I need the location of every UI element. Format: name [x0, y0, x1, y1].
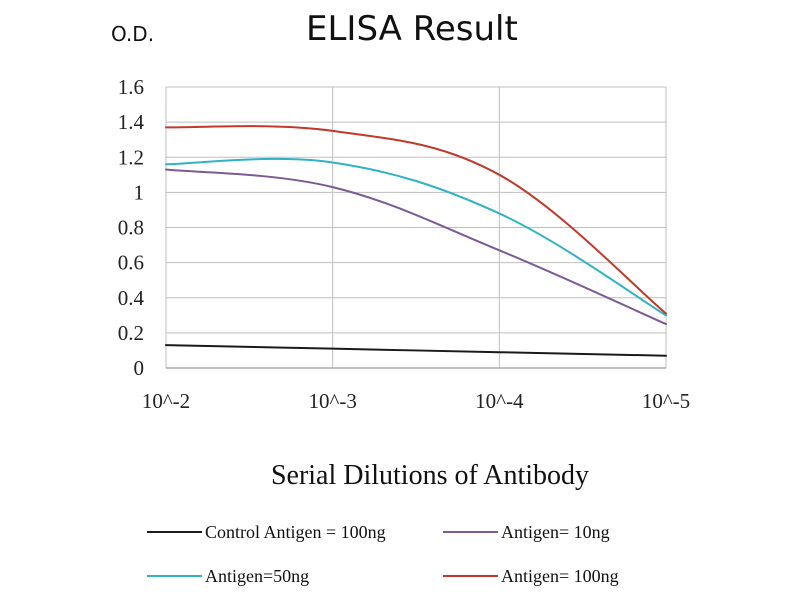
x-axis-label: Serial Dilutions of Antibody — [271, 460, 589, 491]
y-tick-labels: 0 0.2 0.4 0.6 0.8 1 1.2 1.4 1.6 — [118, 75, 145, 380]
legend: Control Antigen = 100ng Antigen= 10ng Anti… — [147, 522, 619, 586]
legend-label: Control Antigen = 100ng — [205, 522, 386, 542]
legend-item: Antigen= 100ng — [443, 566, 619, 586]
series-line-1 — [165, 168, 667, 326]
y-tick-label: 1 — [134, 180, 145, 204]
series-line-0 — [165, 344, 667, 357]
y-tick-label: 0 — [134, 356, 145, 380]
x-tick-label: 10^-5 — [642, 389, 690, 413]
x-tick-label: 10^-3 — [308, 389, 356, 413]
y-tick-label: 1.4 — [118, 110, 145, 134]
y-tick-label: 0.6 — [118, 251, 144, 275]
legend-label: Antigen= 10ng — [501, 522, 610, 542]
legend-item: Antigen= 10ng — [443, 522, 610, 542]
chart-title: ELISA Result — [306, 9, 518, 49]
series-line-2 — [165, 157, 667, 317]
legend-label: Antigen= 100ng — [501, 566, 619, 586]
series-lines — [165, 125, 667, 357]
x-tick-labels: 10^-2 10^-3 10^-4 10^-5 — [142, 389, 690, 413]
series-line-3 — [165, 125, 667, 315]
grid — [165, 86, 667, 369]
y-tick-label: 0.8 — [118, 216, 144, 240]
x-tick-label: 10^-4 — [475, 389, 524, 413]
y-tick-label: 1.2 — [118, 145, 144, 169]
y-axis-label: O.D. — [111, 22, 154, 46]
legend-item: Control Antigen = 100ng — [147, 522, 386, 542]
legend-item: Antigen=50ng — [147, 566, 309, 586]
legend-label: Antigen=50ng — [205, 566, 309, 586]
y-tick-label: 1.6 — [118, 75, 144, 99]
y-tick-label: 0.4 — [118, 286, 145, 310]
y-tick-label: 0.2 — [118, 321, 144, 345]
x-tick-label: 10^-2 — [142, 389, 190, 413]
